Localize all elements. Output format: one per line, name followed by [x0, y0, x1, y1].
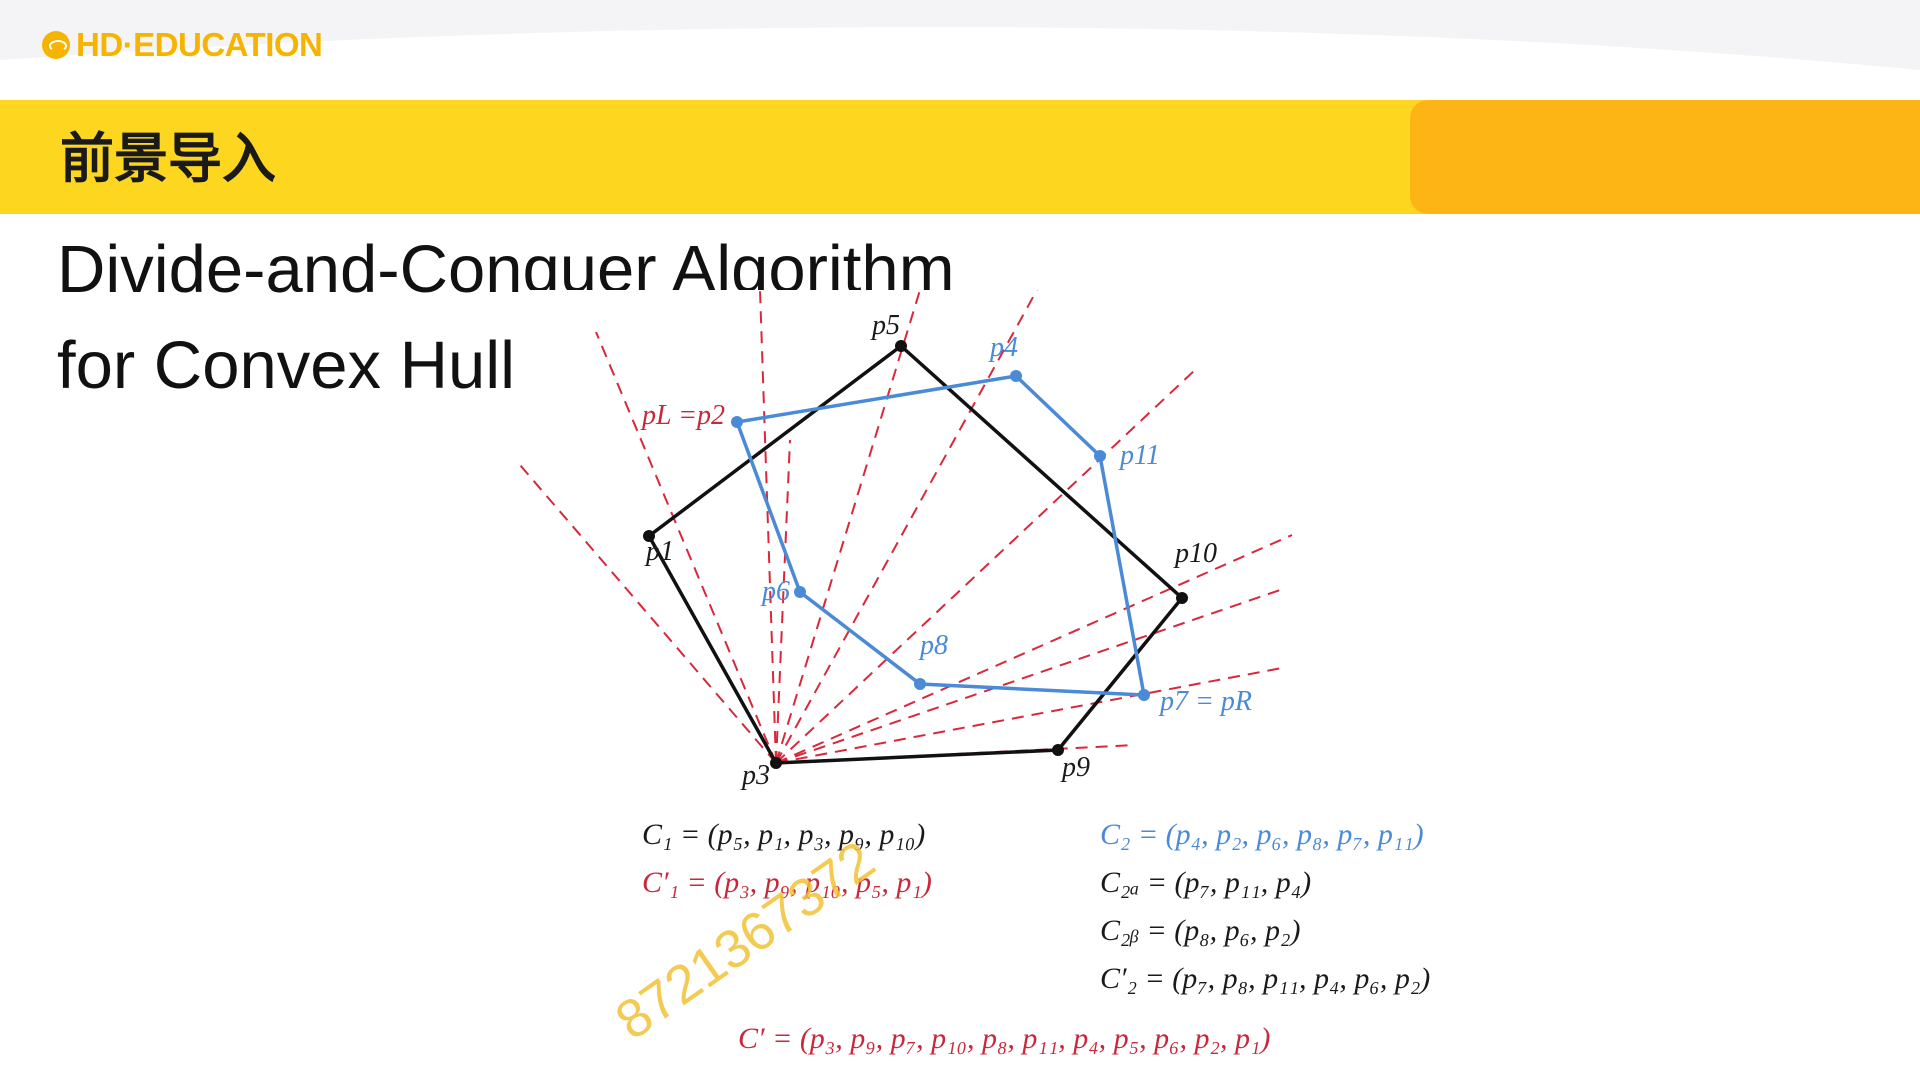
- ray-to-p2: [595, 331, 777, 764]
- ray-to-p8: [775, 589, 1281, 764]
- vertex-p9: [1052, 744, 1064, 756]
- vertex-p3: [770, 757, 782, 769]
- section-banner-accent: [1410, 100, 1920, 214]
- ray-to-p6: [775, 439, 791, 764]
- equation-c2-prime: C′₂ = (p₇, p₈, p₁₁, p₄, p₆, p₂): [1100, 962, 1431, 995]
- angular-sort-rays: [520, 290, 1293, 764]
- convex-hull-figure: p5 p4 pL =p2 p11 p1 p10 p6 p8 p7 = pR p3…: [520, 290, 1565, 1080]
- section-title: 前景导入: [60, 127, 276, 190]
- label-p9: p9: [1060, 752, 1090, 783]
- vertex-p1: [643, 530, 655, 542]
- vertex-p6: [794, 586, 806, 598]
- ray-to-p10: [775, 534, 1293, 764]
- label-p11: p11: [1118, 440, 1160, 471]
- ray-to-p4: [775, 290, 1039, 764]
- label-p1: p1: [644, 536, 674, 567]
- label-p3: p3: [740, 760, 770, 791]
- hd-education-logo: HD·EDUCATION: [42, 26, 323, 64]
- ray-to-p1: [520, 464, 777, 764]
- label-p6: p6: [760, 576, 790, 607]
- equation-c1-prime: C′₁ = (p₃, p₉, p₁₀, p₅, p₁): [642, 866, 932, 899]
- ray-to-p11: [775, 369, 1196, 764]
- vertex-p8: [914, 678, 926, 690]
- label-pL-p2: pL =p2: [640, 400, 725, 431]
- vertex-p7: [1138, 689, 1150, 701]
- slide-title-line-2: for Convex Hull: [57, 328, 516, 403]
- logo-icon: [42, 31, 70, 59]
- header-background-wave: [0, 0, 1920, 70]
- label-p4: p4: [988, 332, 1018, 363]
- vertex-p11: [1094, 450, 1106, 462]
- hull-c1: [646, 343, 1185, 765]
- ray-to-p7: [775, 667, 1283, 764]
- equation-c1: C₁ = (p₅, p₁, p₃, p₉, p₁₀): [642, 818, 926, 851]
- convex-hull-diagram: p5 p4 pL =p2 p11 p1 p10 p6 p8 p7 = pR p3…: [520, 290, 1293, 791]
- logo-text: HD·EDUCATION: [76, 26, 323, 63]
- vertex-p2: [731, 416, 743, 428]
- label-p10: p10: [1173, 538, 1217, 569]
- equation-c2a: C₂ₐ = (p₇, p₁₁, p₄): [1100, 866, 1312, 899]
- label-p8: p8: [918, 630, 948, 661]
- vertex-p5: [895, 340, 907, 352]
- label-p5: p5: [870, 310, 900, 341]
- ray-to-p5: [775, 290, 921, 764]
- equation-c2b: C₂ᵦ = (p₈, p₆, p₂): [1100, 914, 1301, 947]
- vertex-p4: [1010, 370, 1022, 382]
- vertex-p10: [1176, 592, 1188, 604]
- equation-c-prime: C′ = (p₃, p₉, p₇, p₁₀, p₈, p₁₁, p₄, p₅, …: [738, 1022, 1271, 1055]
- ray-up: [759, 290, 777, 764]
- equation-c2: C₂ = (p₄, p₂, p₆, p₈, p₇, p₁₁): [1100, 818, 1424, 851]
- label-p7-pR: p7 = pR: [1158, 686, 1252, 717]
